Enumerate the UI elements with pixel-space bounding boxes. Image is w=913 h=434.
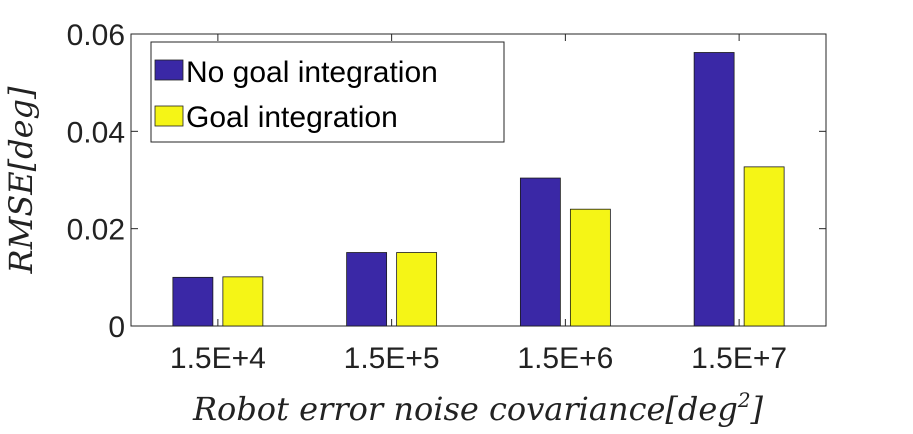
x-axis-title: Robot error noise covariance[deg2]: [192, 388, 764, 428]
bar-no-goal-integration: [693, 52, 735, 327]
bar-goal-integration: [743, 166, 785, 327]
legend-label-no-goal-integration: No goal integration: [186, 56, 438, 89]
y-tick-label: 0.02: [67, 214, 125, 247]
x-axis-title-main: Robot error noise covariance[deg: [192, 390, 738, 428]
bar-no-goal-integration: [172, 276, 214, 327]
x-axis-title-superscript: 2: [737, 388, 751, 412]
bars: [172, 52, 785, 327]
legend-swatch-goal-integration: [154, 105, 184, 127]
bar-goal-integration: [569, 208, 611, 327]
bar-goal-integration: [222, 276, 264, 327]
x-axis-ticks: 1.5E+4 1.5E+5 1.5E+6 1.5E+7: [170, 34, 787, 375]
bar-no-goal-integration: [346, 252, 388, 327]
legend: No goal integration Goal integration: [150, 41, 505, 143]
legend-swatch-no-goal-integration: [154, 59, 184, 81]
x-tick-label: 1.5E+4: [170, 342, 266, 375]
x-axis-title-close: ]: [750, 390, 764, 428]
y-tick-label: 0: [108, 311, 125, 344]
y-axis-ticks: 0 0.02 0.04 0.06: [67, 19, 826, 344]
x-tick-label: 1.5E+7: [691, 342, 787, 375]
x-tick-label: 1.5E+6: [517, 342, 613, 375]
bar-no-goal-integration: [519, 177, 561, 327]
x-tick-label: 1.5E+5: [344, 342, 440, 375]
y-tick-label: 0.06: [67, 19, 125, 52]
legend-box: [150, 41, 505, 143]
bar-goal-integration: [396, 252, 438, 327]
y-axis-title: RMSE[deg]: [2, 86, 40, 275]
legend-label-goal-integration: Goal integration: [186, 101, 398, 134]
y-tick-label: 0.04: [67, 116, 125, 149]
